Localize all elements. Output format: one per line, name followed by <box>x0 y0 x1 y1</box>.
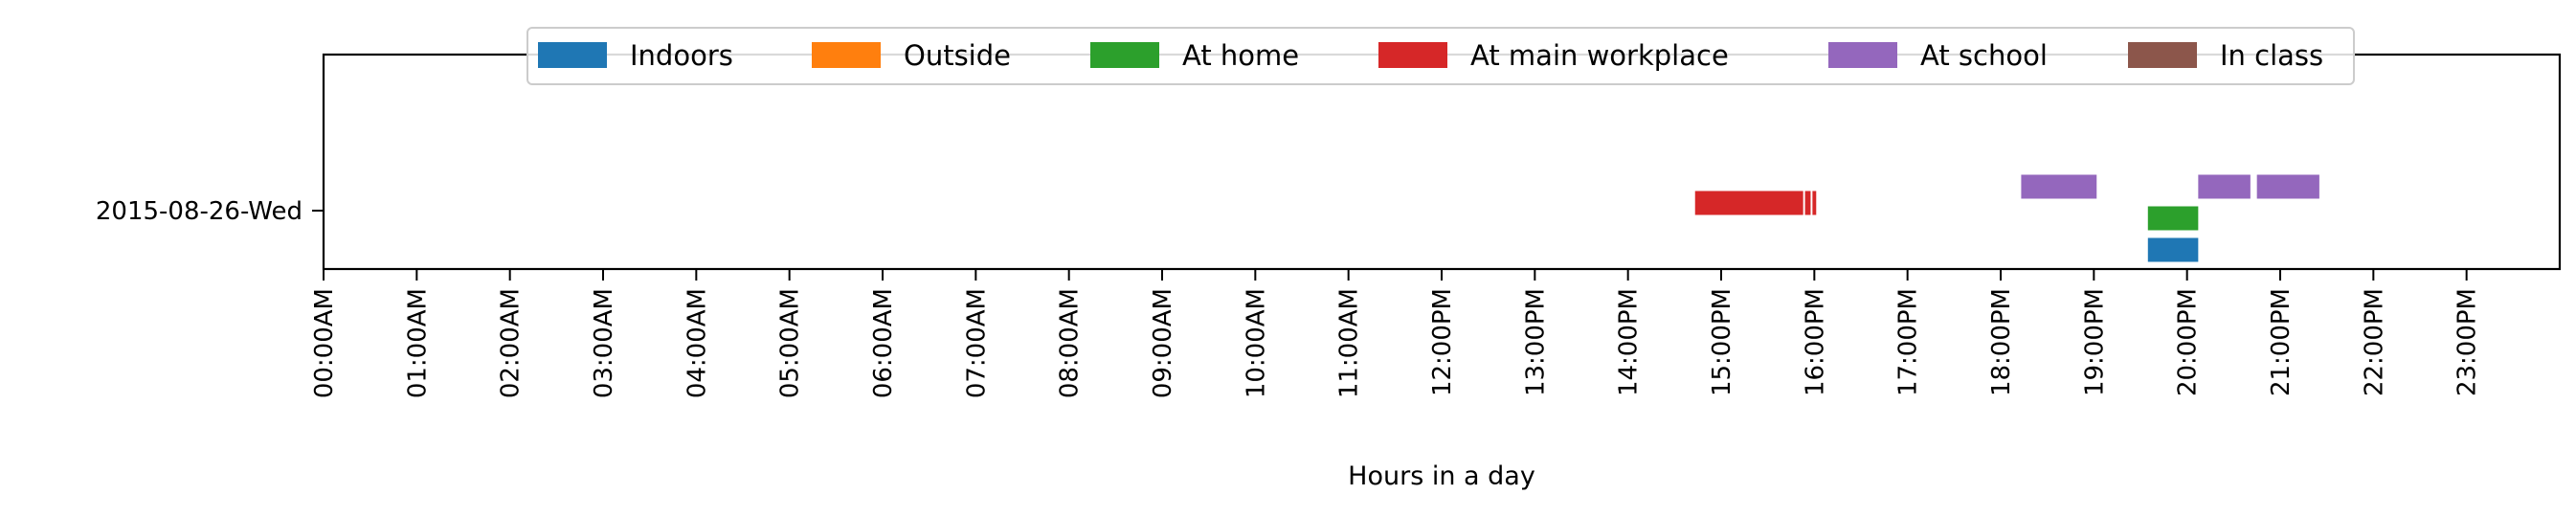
x-tick-label: 20:00PM <box>2174 288 2203 396</box>
legend-swatch-outside <box>812 42 881 68</box>
x-axis: 00:00AM 01:00AM 02:00AM 03:00AM 04:00AM 05:00… <box>310 269 2482 398</box>
x-tick-label: 00:00AM <box>310 288 339 398</box>
legend-label-outside: Outside <box>904 39 1011 72</box>
x-tick-label: 09:00AM <box>1149 288 1177 398</box>
x-tick-label: 15:00PM <box>1708 288 1736 396</box>
x-tick-label: 11:00AM <box>1335 288 1364 398</box>
x-tick-label: 01:00AM <box>403 288 432 398</box>
bar-at-main-workplace-2 <box>1812 191 1817 215</box>
legend-label-in-class: In class <box>2220 39 2323 72</box>
x-tick-label: 12:00PM <box>1428 288 1457 396</box>
bar-at-school-1 <box>2198 174 2251 199</box>
legend-swatch-at-school <box>1828 42 1897 68</box>
legend-label-at-main-workplace: At main workplace <box>1470 39 1729 72</box>
x-tick-label: 06:00AM <box>869 288 898 398</box>
x-tick-label: 13:00PM <box>1521 288 1550 396</box>
legend-swatch-at-main-workplace <box>1378 42 1447 68</box>
bar-at-main-workplace-0 <box>1694 191 1803 215</box>
x-tick-label: 17:00PM <box>1894 288 1923 396</box>
x-tick-label: 14:00PM <box>1615 288 1644 396</box>
legend-label-at-school: At school <box>1920 39 2048 72</box>
x-tick-label: 04:00AM <box>683 288 711 398</box>
legend-swatch-at-home <box>1090 42 1159 68</box>
x-axis-title: Hours in a day <box>1348 461 1535 491</box>
legend-swatch-in-class <box>2128 42 2197 68</box>
x-tick-label: 23:00PM <box>2453 288 2482 396</box>
x-tick-label: 19:00PM <box>2080 288 2109 396</box>
activity-bars <box>1694 174 2319 262</box>
bar-at-school-2 <box>2256 174 2319 199</box>
bar-indoors-0 <box>2147 237 2199 262</box>
x-tick-label: 21:00PM <box>2267 288 2296 396</box>
legend-label-at-home: At home <box>1182 39 1299 72</box>
legend-swatch-indoors <box>538 42 607 68</box>
x-tick-label: 16:00PM <box>1801 288 1829 396</box>
legend: Indoors Outside At home At main workplace At… <box>526 27 2355 85</box>
x-tick-label: 22:00PM <box>2360 288 2388 396</box>
x-tick-label: 10:00AM <box>1242 288 1270 398</box>
y-axis: 2015-08-26-Wed <box>96 197 324 226</box>
y-tick-label: 2015-08-26-Wed <box>96 197 302 226</box>
x-tick-label: 18:00PM <box>1987 288 2016 396</box>
plot-frame <box>322 53 2562 271</box>
x-tick-label: 07:00AM <box>962 288 991 398</box>
x-tick-label: 05:00AM <box>776 288 805 398</box>
legend-label-indoors: Indoors <box>630 39 733 72</box>
x-tick-label: 08:00AM <box>1056 288 1085 398</box>
bar-at-school-0 <box>2021 174 2097 199</box>
x-tick-label: 02:00AM <box>497 288 526 398</box>
bar-at-main-workplace-1 <box>1804 191 1811 215</box>
bar-at-home-0 <box>2147 206 2199 231</box>
x-tick-label: 03:00AM <box>590 288 618 398</box>
